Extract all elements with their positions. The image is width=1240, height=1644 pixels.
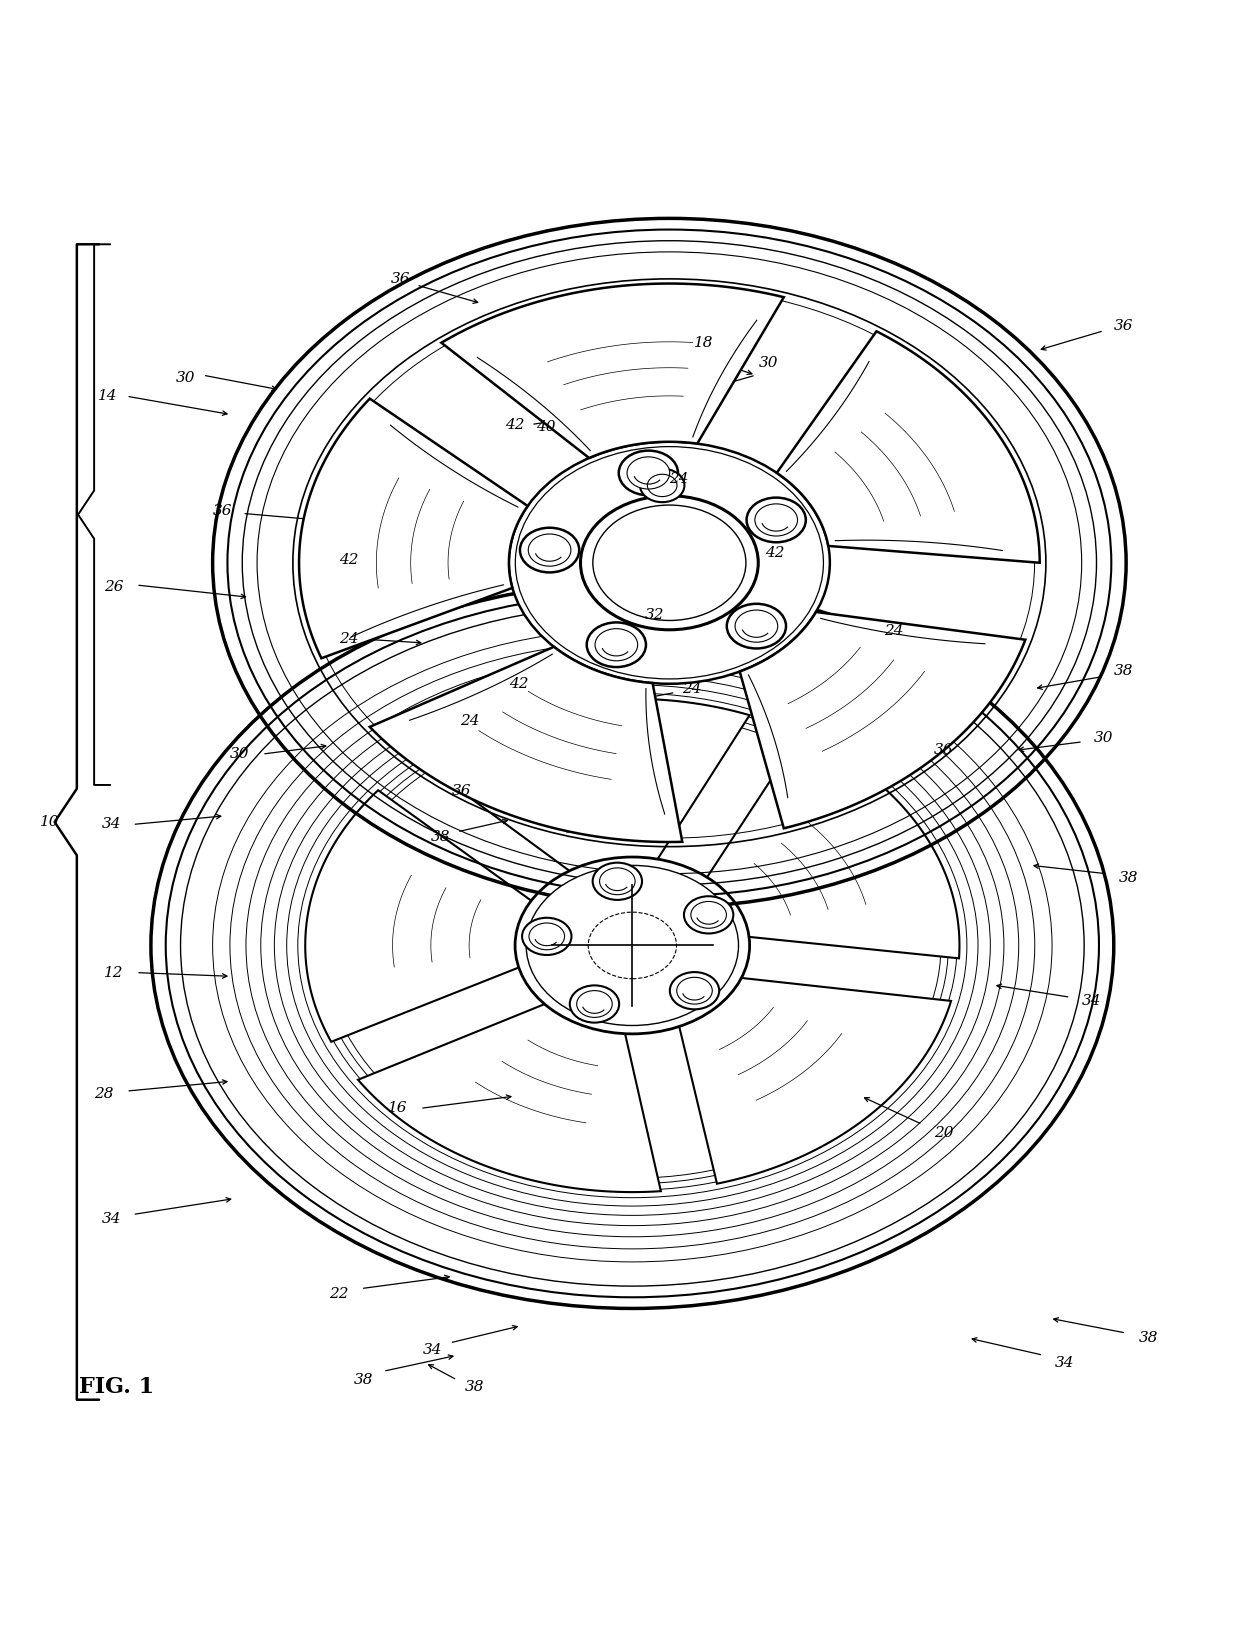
Text: 26: 26 (104, 580, 124, 595)
Text: 38: 38 (353, 1373, 373, 1388)
Text: 38: 38 (432, 830, 451, 843)
Text: 42: 42 (765, 546, 784, 561)
Text: 24: 24 (670, 472, 689, 487)
Text: 12: 12 (104, 965, 124, 980)
Text: 10: 10 (40, 815, 60, 829)
Text: 38: 38 (1114, 664, 1133, 679)
Polygon shape (418, 699, 749, 873)
Ellipse shape (587, 623, 646, 667)
Polygon shape (299, 398, 528, 658)
Polygon shape (358, 1003, 661, 1192)
Text: 24: 24 (682, 682, 702, 695)
Ellipse shape (526, 865, 739, 1026)
Text: 42: 42 (506, 418, 525, 431)
Text: 16: 16 (388, 1101, 408, 1115)
Ellipse shape (529, 922, 564, 950)
Text: 34: 34 (423, 1343, 443, 1358)
Text: 30: 30 (1094, 732, 1114, 745)
Ellipse shape (577, 991, 613, 1018)
Text: 34: 34 (1055, 1356, 1074, 1369)
Text: 20: 20 (934, 1126, 954, 1139)
Ellipse shape (520, 528, 579, 572)
Text: 40: 40 (536, 419, 556, 434)
Ellipse shape (580, 496, 758, 630)
Polygon shape (706, 733, 960, 958)
Polygon shape (678, 978, 951, 1184)
Ellipse shape (508, 442, 830, 684)
Ellipse shape (735, 610, 777, 643)
Text: 30: 30 (176, 370, 195, 385)
Polygon shape (740, 612, 1025, 829)
Text: 34: 34 (102, 1213, 122, 1226)
Ellipse shape (522, 917, 572, 955)
Ellipse shape (569, 985, 619, 1023)
Ellipse shape (593, 863, 642, 899)
Ellipse shape (619, 450, 678, 495)
Text: 38: 38 (1138, 1332, 1158, 1345)
Text: 36: 36 (391, 271, 410, 286)
Ellipse shape (595, 628, 637, 661)
Ellipse shape (746, 498, 806, 543)
Text: 36: 36 (934, 743, 954, 758)
Text: 18: 18 (694, 335, 714, 350)
Ellipse shape (727, 603, 786, 648)
Text: 34: 34 (1081, 995, 1101, 1008)
Ellipse shape (600, 868, 635, 894)
Text: 14: 14 (98, 390, 118, 403)
Text: 34: 34 (102, 817, 122, 832)
Text: 24: 24 (460, 713, 479, 728)
Text: 36: 36 (453, 784, 471, 797)
Text: 30: 30 (231, 746, 249, 761)
Ellipse shape (515, 857, 750, 1034)
Text: 28: 28 (94, 1087, 114, 1100)
Text: 38: 38 (1118, 871, 1138, 884)
Polygon shape (776, 332, 1039, 562)
Ellipse shape (627, 457, 670, 488)
Text: 32: 32 (645, 608, 665, 621)
Text: 36: 36 (1114, 319, 1133, 332)
Ellipse shape (755, 503, 797, 536)
Ellipse shape (691, 901, 727, 929)
Text: 22: 22 (329, 1287, 348, 1300)
Ellipse shape (677, 977, 712, 1004)
Text: 42: 42 (510, 677, 528, 690)
Ellipse shape (670, 972, 719, 1009)
Ellipse shape (640, 469, 684, 501)
Text: 36: 36 (213, 505, 232, 518)
Text: 38: 38 (465, 1381, 484, 1394)
Text: FIG. 1: FIG. 1 (79, 1376, 154, 1399)
Polygon shape (441, 283, 784, 459)
Ellipse shape (684, 896, 733, 934)
Text: 42: 42 (339, 554, 358, 567)
Polygon shape (370, 646, 682, 842)
Text: 24: 24 (339, 633, 358, 646)
Ellipse shape (528, 534, 570, 566)
Polygon shape (305, 791, 534, 1042)
Text: 30: 30 (759, 355, 777, 370)
Ellipse shape (593, 505, 746, 620)
Text: 24: 24 (884, 623, 904, 638)
